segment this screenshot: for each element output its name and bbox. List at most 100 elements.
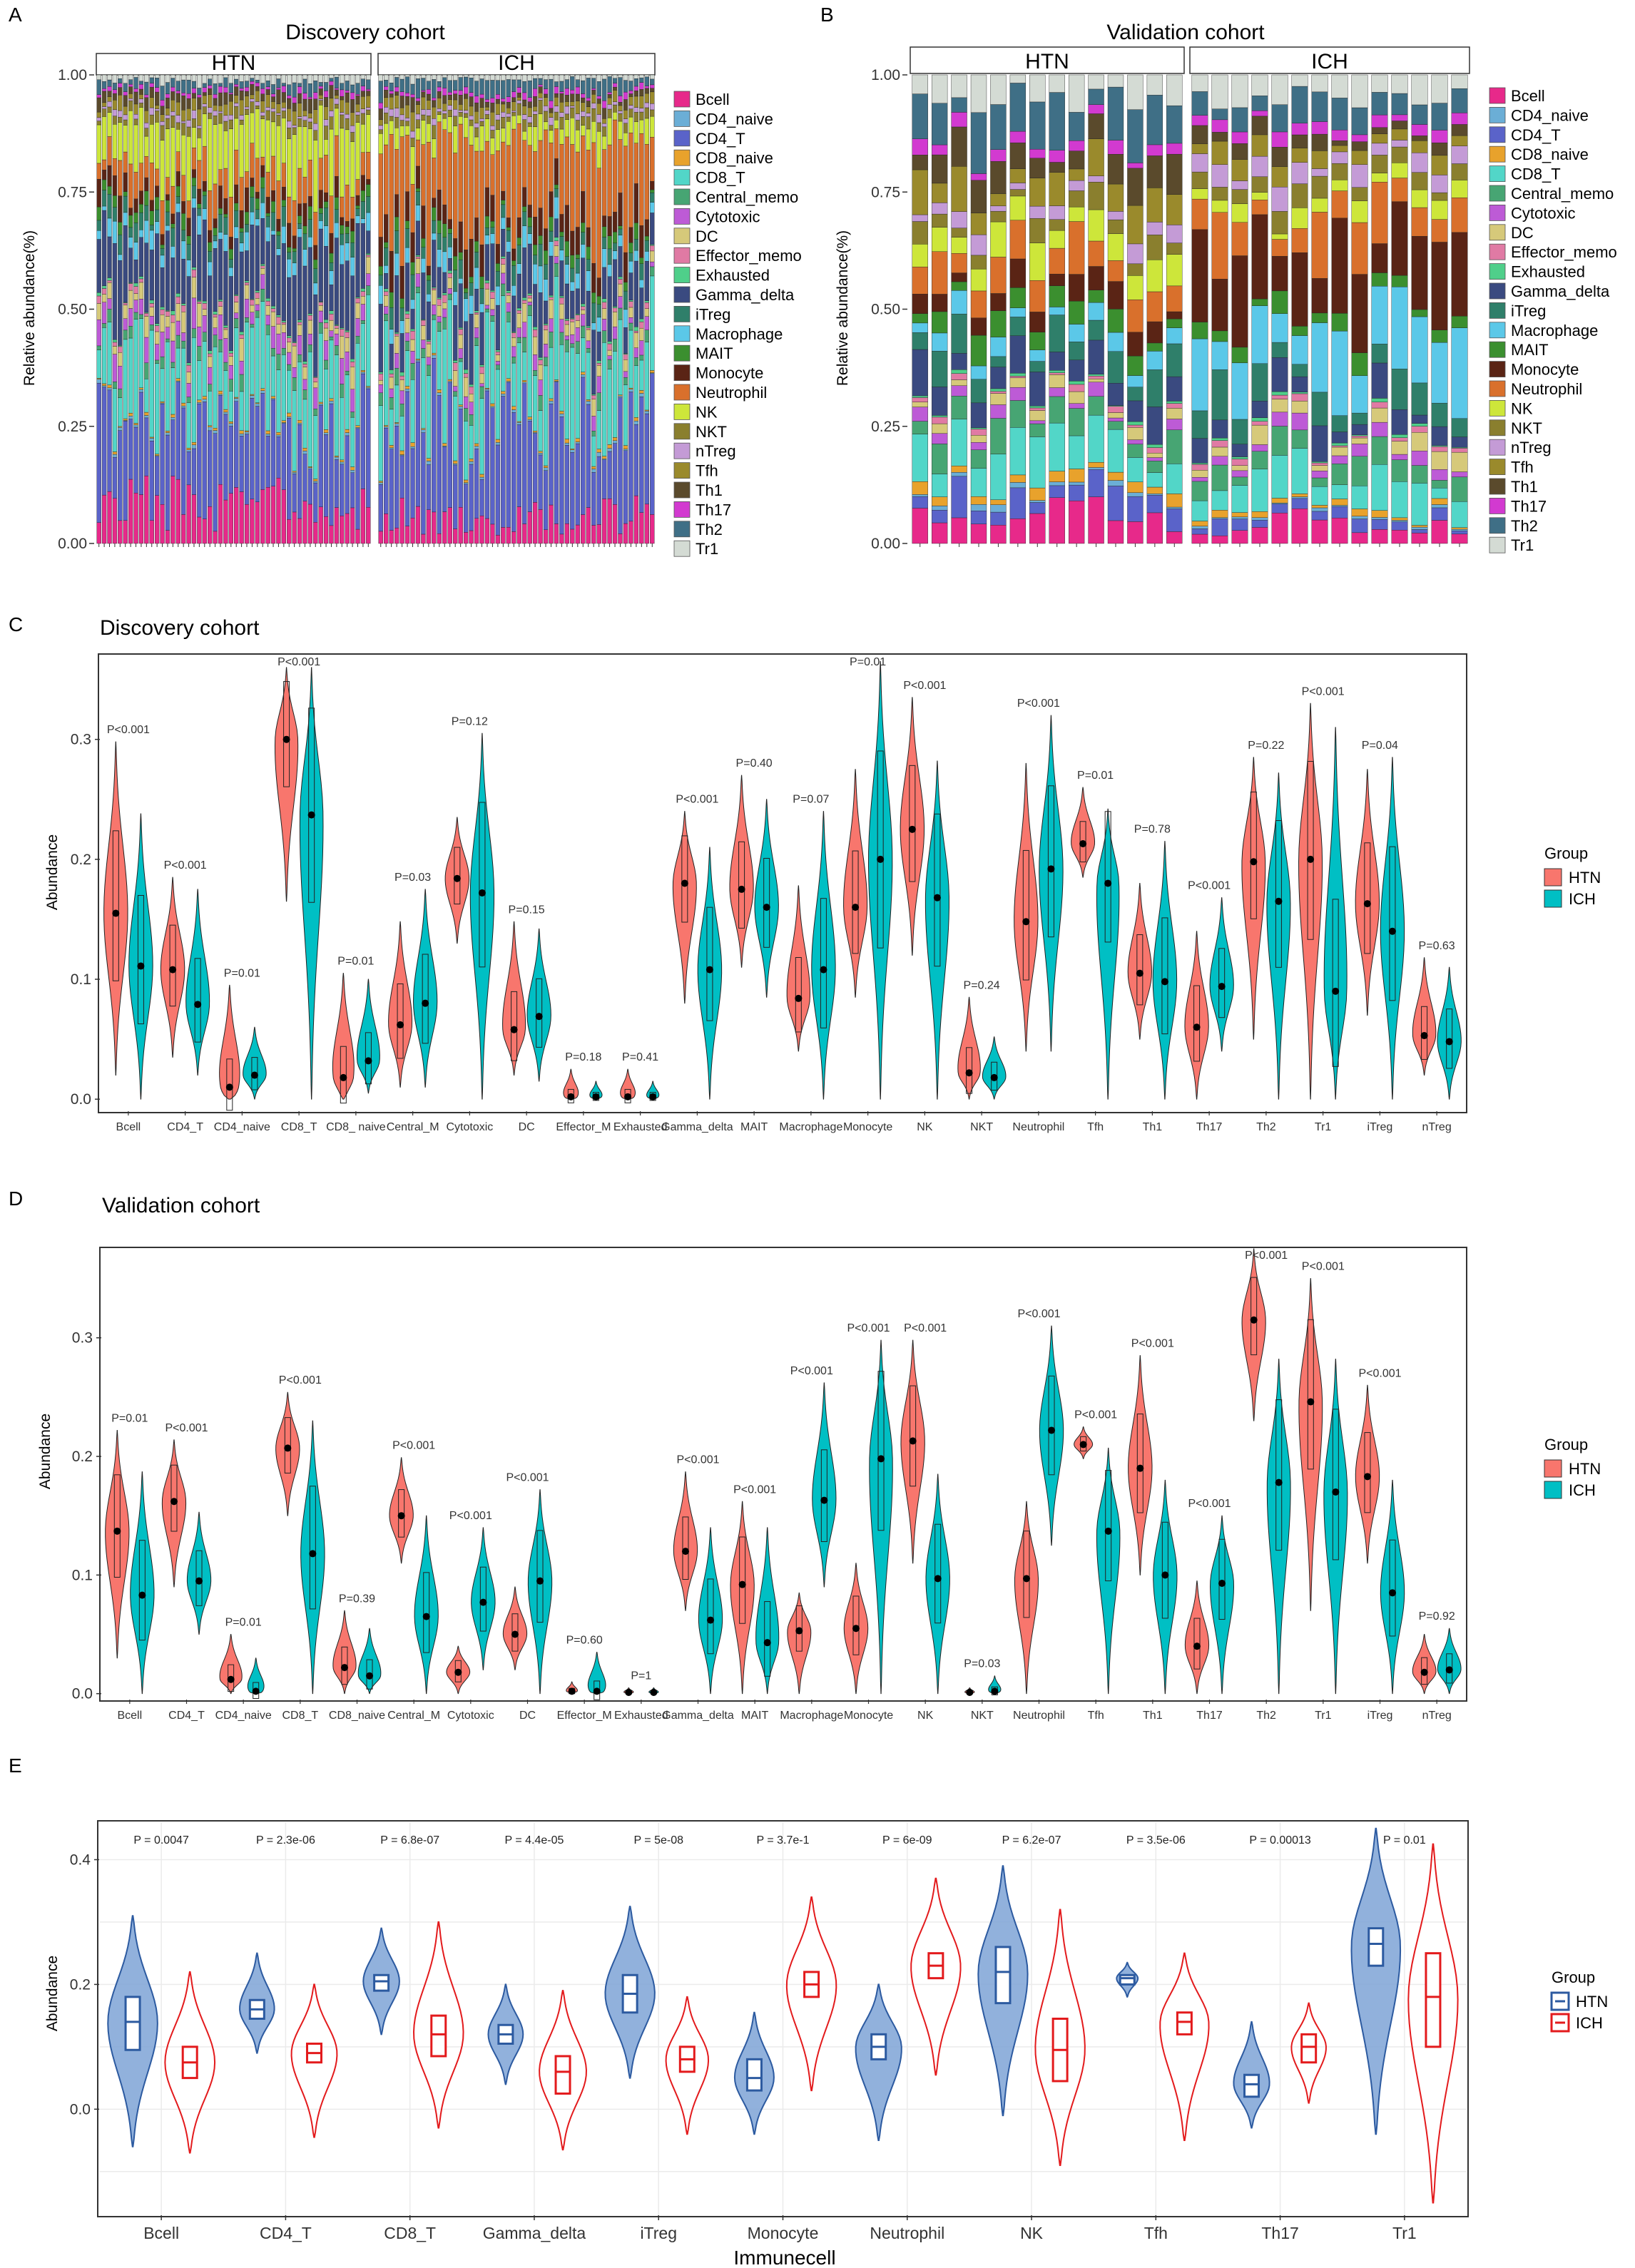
bar-segment-ntreg bbox=[575, 113, 580, 121]
bar-segment-mait bbox=[360, 190, 366, 202]
bar-segment-cd4_naive bbox=[191, 444, 197, 449]
box-marker bbox=[877, 750, 884, 949]
legend-label: NK bbox=[696, 403, 718, 421]
bar-segment-macrophage bbox=[213, 240, 218, 249]
htn-violin-th2 bbox=[1241, 757, 1266, 1040]
x-tick-label: Tr1 bbox=[1315, 1710, 1332, 1722]
bar-segment-bcell bbox=[223, 499, 228, 544]
ich-violin-cd8_naive bbox=[356, 979, 380, 1094]
bar-segment-cd4_t bbox=[601, 459, 607, 499]
bar-segment-nkt bbox=[307, 121, 313, 129]
bar-segment-th17 bbox=[1371, 114, 1388, 128]
box-marker bbox=[1332, 1409, 1339, 1560]
bar-segment-mait bbox=[951, 281, 967, 291]
bar-segment-nkt bbox=[532, 114, 538, 128]
bar-segment-cd4_t bbox=[149, 441, 154, 521]
bar-segment-nkt bbox=[1049, 219, 1065, 231]
bar-segment-tfh bbox=[495, 103, 501, 115]
bar-segment-macrophage bbox=[138, 230, 144, 237]
bar-segment-mait bbox=[1088, 290, 1104, 303]
bar-segment-ntreg bbox=[426, 109, 432, 116]
bar-segment-nkt bbox=[175, 122, 180, 130]
bar-segment-cytotoxic bbox=[931, 433, 948, 444]
bar-segment-central_memo bbox=[951, 396, 967, 419]
bar-segment-tfh bbox=[506, 108, 511, 114]
ich-violin-cd4_t bbox=[185, 889, 210, 1076]
bar-segment-dc bbox=[575, 320, 580, 328]
bar-segment-bcell bbox=[559, 533, 564, 544]
bar-segment-tr1 bbox=[154, 74, 160, 78]
bar-segment-central_memo bbox=[276, 354, 281, 370]
bar-segment-nkt bbox=[345, 118, 350, 131]
bar-segment-cd4_naive bbox=[1127, 492, 1144, 497]
ich-violin-gamma_delta bbox=[539, 1990, 587, 2151]
bar-segment-cytotoxic bbox=[366, 273, 371, 286]
bar-segment-th2 bbox=[479, 78, 484, 95]
bar-segment-bcell bbox=[149, 520, 154, 544]
htn-violin-dc bbox=[502, 1586, 528, 1670]
bar-segment-cd8_t bbox=[463, 421, 469, 481]
bar-segment-th2 bbox=[1049, 92, 1065, 150]
bar-segment-cd8_t bbox=[223, 370, 228, 410]
htn-violin-neutrophil bbox=[855, 1983, 902, 2142]
bar-segment-neutrophil bbox=[1251, 200, 1268, 215]
box-marker bbox=[1048, 1375, 1055, 1476]
bar-segment-central_memo bbox=[495, 364, 501, 370]
bar-segment-central_memo bbox=[191, 328, 197, 338]
bar-segment-exhausted bbox=[1291, 392, 1308, 394]
bar-segment-exhausted bbox=[197, 300, 202, 302]
bar-segment-ntreg bbox=[591, 103, 596, 109]
bar-segment-nk bbox=[186, 136, 191, 201]
x-tick-label: CD8_T bbox=[384, 2224, 436, 2242]
bar-segment-cd4_naive bbox=[458, 406, 463, 409]
bar-segment-mait bbox=[1166, 318, 1183, 328]
bar-segment-tfh bbox=[543, 97, 549, 106]
bar-segment-th1 bbox=[244, 91, 250, 96]
bar-segment-cd4_naive bbox=[360, 372, 366, 374]
bar-segment-cd8_t bbox=[1166, 464, 1183, 494]
bar-segment-dc bbox=[970, 435, 987, 443]
bar-segment-ntreg bbox=[623, 118, 628, 123]
bar-segment-cd8_naive bbox=[175, 378, 180, 382]
bar-segment-effector_memo bbox=[260, 265, 265, 269]
bar-segment-th2 bbox=[618, 77, 623, 96]
bar-segment-macrophage bbox=[165, 225, 170, 231]
bar-segment-mait bbox=[1351, 352, 1368, 377]
bar-segment-cd4_t bbox=[575, 443, 580, 526]
bar-segment-ntreg bbox=[527, 116, 532, 123]
box-marker bbox=[536, 1530, 544, 1623]
bar-segment-th2 bbox=[931, 103, 948, 145]
median-point bbox=[1136, 1464, 1144, 1472]
bar-segment-monocyte bbox=[297, 203, 302, 216]
bar-segment-ntreg bbox=[302, 116, 307, 121]
bar-segment-ntreg bbox=[260, 112, 265, 116]
bar-segment-monocyte bbox=[586, 227, 591, 247]
bar-segment-th17 bbox=[644, 86, 649, 89]
bar-segment-bcell bbox=[334, 507, 340, 544]
bar-segment-dc bbox=[458, 334, 463, 349]
bar-segment-nkt bbox=[281, 111, 286, 118]
median-point bbox=[169, 966, 177, 974]
bar-segment-cd8_t bbox=[384, 320, 389, 426]
bar-segment-cd8_naive bbox=[276, 432, 281, 436]
htn-violin-th2 bbox=[1241, 1248, 1266, 1421]
bar-segment-monocyte bbox=[404, 191, 410, 221]
bar-segment-tr1 bbox=[1411, 74, 1428, 106]
bar-segment-nk bbox=[175, 129, 180, 152]
bar-segment-nk bbox=[112, 124, 118, 159]
bar-segment-monocyte bbox=[623, 252, 628, 282]
bar-segment-monocyte bbox=[1029, 312, 1046, 332]
bar-segment-cytotoxic bbox=[639, 340, 644, 356]
bar-segment-mait bbox=[490, 220, 495, 228]
bar-segment-ntreg bbox=[297, 116, 302, 119]
bar-segment-bcell bbox=[458, 507, 463, 544]
bar-segment-nk bbox=[1431, 200, 1448, 220]
bar-segment-mait bbox=[302, 225, 307, 235]
bar-segment-macrophage bbox=[350, 257, 355, 276]
bar-segment-exhausted bbox=[165, 310, 170, 312]
bar-segment-th17 bbox=[281, 86, 286, 93]
bar-segment-th17 bbox=[160, 100, 165, 107]
bar-segment-exhausted bbox=[389, 369, 394, 374]
bar-segment-th1 bbox=[318, 88, 323, 96]
bar-segment-cd4_naive bbox=[260, 390, 265, 394]
